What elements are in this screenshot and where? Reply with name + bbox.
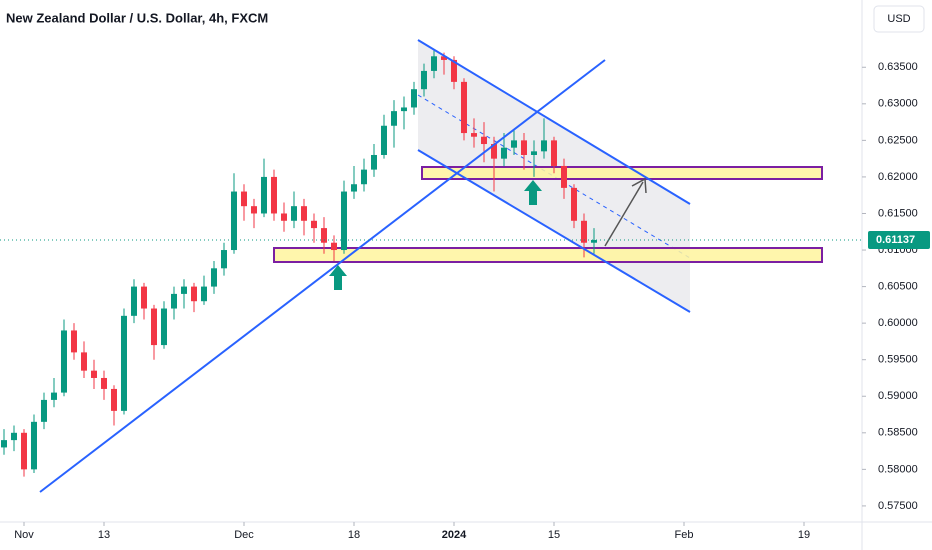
candle-body [101, 377, 107, 389]
candle-body [151, 308, 157, 346]
candle-body [501, 147, 507, 159]
candle-body [401, 107, 407, 112]
candle-body [21, 432, 27, 470]
candle-body [331, 242, 337, 251]
currency-label[interactable]: USD [887, 13, 910, 25]
x-tick-label: 19 [798, 529, 810, 541]
trend-line [39, 59, 606, 493]
candle-body [121, 315, 127, 411]
x-tick-label: 13 [98, 529, 110, 541]
candle-body [451, 59, 457, 82]
y-tick-label: 0.59000 [878, 390, 918, 402]
candle-body [521, 140, 527, 155]
candle-body [91, 370, 97, 378]
candle-body [141, 286, 147, 309]
y-tick-label: 0.58500 [878, 427, 918, 439]
candle-body [361, 169, 367, 185]
chart-title: New Zealand Dollar / U.S. Dollar, 4h, FX… [6, 10, 268, 25]
drawings-top [39, 39, 691, 493]
y-tick-label: 0.57500 [878, 500, 918, 512]
x-tick-label: Feb [675, 529, 694, 541]
candle-body [191, 286, 197, 302]
candle-body [391, 111, 397, 126]
drawings [273, 40, 823, 312]
y-tick-label: 0.60500 [878, 280, 918, 292]
candle-body [441, 56, 447, 60]
candle-body [311, 220, 317, 229]
candle-body [241, 191, 247, 207]
candle-body [321, 228, 327, 243]
projection-arrow [604, 181, 644, 247]
candle-body [161, 308, 167, 346]
candle-body [131, 286, 137, 316]
x-tick-label: Nov [14, 529, 34, 541]
channel-lower [417, 149, 691, 313]
candle-body [41, 399, 47, 422]
candle-body [421, 70, 427, 90]
candle-body [81, 352, 87, 371]
y-tick-label: 0.58000 [878, 463, 918, 475]
candle-body [211, 268, 217, 287]
up-arrow [524, 180, 542, 205]
candle-body [231, 191, 237, 251]
candle-body [381, 125, 387, 155]
candle-body [111, 388, 117, 411]
x-tick-label: Dec [234, 529, 254, 541]
candle-body [531, 151, 537, 155]
last-price-label: 0.61137 [876, 234, 915, 246]
y-tick-label: 0.62500 [878, 134, 918, 146]
candle-body [371, 154, 377, 170]
channel-upper [417, 39, 691, 205]
last-price-box [868, 231, 930, 250]
candle-body [0, 440, 7, 448]
candle-body [31, 421, 37, 470]
y-tick-label: 0.59500 [878, 354, 918, 366]
candle-body [261, 176, 267, 214]
candle-body [301, 206, 307, 221]
candle-body [461, 81, 467, 134]
candle-body [251, 206, 257, 214]
y-tick-label: 0.63000 [878, 98, 918, 110]
candle-body [221, 250, 227, 269]
candle-body [481, 136, 487, 145]
candle-body [51, 392, 57, 400]
candle-body [471, 133, 477, 137]
candle-body [71, 330, 77, 353]
candle-body [571, 187, 577, 221]
candle-body [201, 286, 207, 302]
x-tick-label: 18 [348, 529, 360, 541]
candle-body [61, 330, 67, 393]
candle-body [281, 213, 287, 221]
candle-body [291, 206, 297, 221]
candle-body [271, 176, 277, 214]
candle-body [341, 191, 347, 251]
x-tick-label: 15 [548, 529, 560, 541]
resistance-zone [421, 166, 823, 180]
channel-mid [417, 94, 691, 259]
y-tick-label: 0.62000 [878, 171, 918, 183]
candle-body [491, 144, 497, 159]
y-tick-label: 0.61500 [878, 207, 918, 219]
candle-body [561, 165, 567, 188]
candle-body [11, 432, 17, 441]
y-tick-label: 0.60000 [878, 317, 918, 329]
candle-body [511, 140, 517, 148]
currency-button[interactable] [873, 5, 925, 33]
candle-body [411, 89, 417, 108]
projection-arrow-head [631, 177, 647, 194]
support-zone [273, 247, 823, 263]
candle-body [541, 140, 547, 152]
candle-body [181, 286, 187, 294]
up-arrow [329, 265, 347, 290]
candle-body [171, 293, 177, 309]
candle-body [351, 184, 357, 192]
x-tick-label: 2024 [442, 529, 467, 541]
candle-body [551, 140, 557, 166]
candle-body [431, 56, 437, 71]
candle-body [591, 240, 597, 243]
candles [0, 48, 597, 477]
y-tick-label: 0.63500 [878, 61, 918, 73]
candle-body [581, 220, 587, 243]
